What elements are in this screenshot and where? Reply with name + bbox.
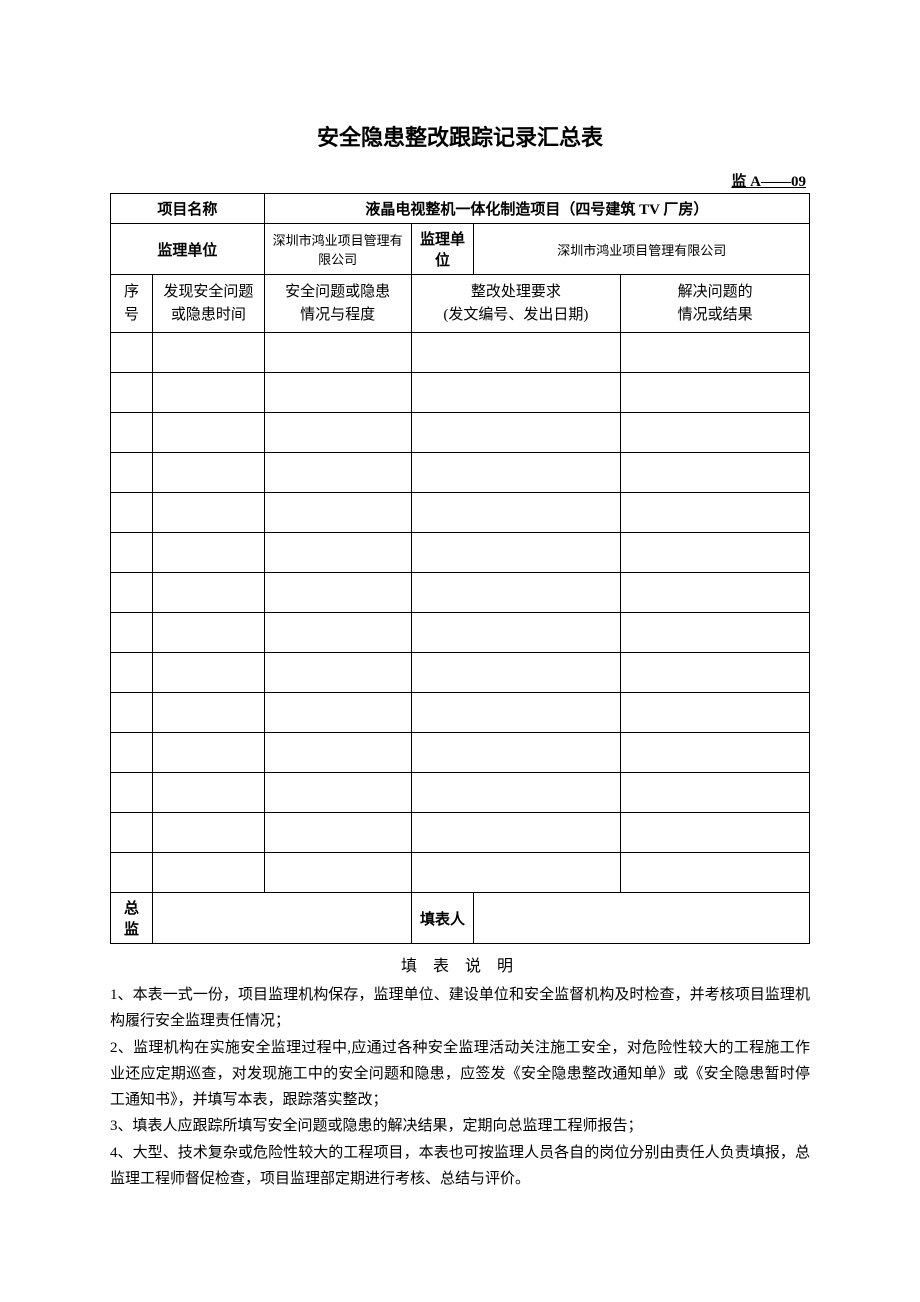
project-name-label: 项目名称 [111,194,265,224]
project-name-value: 液晶电视整机一体化制造项目（四号建筑 TV 厂房） [264,194,809,224]
filled-by-label: 填表人 [411,893,474,944]
page-title: 安全隐患整改跟踪记录汇总表 [110,120,810,152]
footer-row: 总监 填表人 [111,893,810,944]
table-row [111,573,810,613]
table-row [111,373,810,413]
chief-supervisor-label: 总监 [111,893,153,944]
table-row [111,333,810,373]
supervisor-value-2: 深圳市鸿业项目管理有限公司 [474,224,810,275]
table-row [111,653,810,693]
table-row [111,493,810,533]
main-table: 项目名称 液晶电视整机一体化制造项目（四号建筑 TV 厂房） 监理单位 深圳市鸿… [110,193,810,944]
table-row [111,813,810,853]
col-header-requirement: 整改处理要求(发文编号、发出日期) [411,275,621,333]
header-row-project: 项目名称 液晶电视整机一体化制造项目（四号建筑 TV 厂房） [111,194,810,224]
form-code: 监 A——09 [110,170,810,191]
note-item: 2、监理机构在实施安全监理过程中,应通过各种安全监理活动关注施工安全，对危险性较… [110,1035,810,1114]
supervisor-value-1: 深圳市鸿业项目管理有限公司 [264,224,411,275]
supervisor-label-1: 监理单位 [111,224,265,275]
note-item: 4、大型、技术复杂或危险性较大的工程项目，本表也可按监理人员各自的岗位分别由责任… [110,1140,810,1193]
table-row [111,413,810,453]
filled-by-value [474,893,810,944]
supervisor-label-2: 监理单位 [411,224,474,275]
table-row [111,773,810,813]
note-item: 3、填表人应跟踪所填写安全问题或隐患的解决结果，定期向总监理工程师报告； [110,1113,810,1139]
table-row [111,733,810,773]
table-row [111,853,810,893]
col-header-seq: 序号 [111,275,153,333]
table-row [111,453,810,493]
table-row [111,533,810,573]
column-header-row: 序号 发现安全问题或隐患时间 安全问题或隐患情况与程度 整改处理要求(发文编号、… [111,275,810,333]
chief-supervisor-value [152,893,411,944]
col-header-result: 解决问题的情况或结果 [621,275,810,333]
notes-title: 填 表 说 明 [110,952,810,976]
col-header-time: 发现安全问题或隐患时间 [152,275,264,333]
notes-section: 1、本表一式一份，项目监理机构保存，监理单位、建设单位和安全监督机构及时检查，并… [110,982,810,1192]
table-row [111,693,810,733]
table-row [111,613,810,653]
header-row-supervisor: 监理单位 深圳市鸿业项目管理有限公司 监理单位 深圳市鸿业项目管理有限公司 [111,224,810,275]
note-item: 1、本表一式一份，项目监理机构保存，监理单位、建设单位和安全监督机构及时检查，并… [110,982,810,1035]
col-header-situation: 安全问题或隐患情况与程度 [264,275,411,333]
